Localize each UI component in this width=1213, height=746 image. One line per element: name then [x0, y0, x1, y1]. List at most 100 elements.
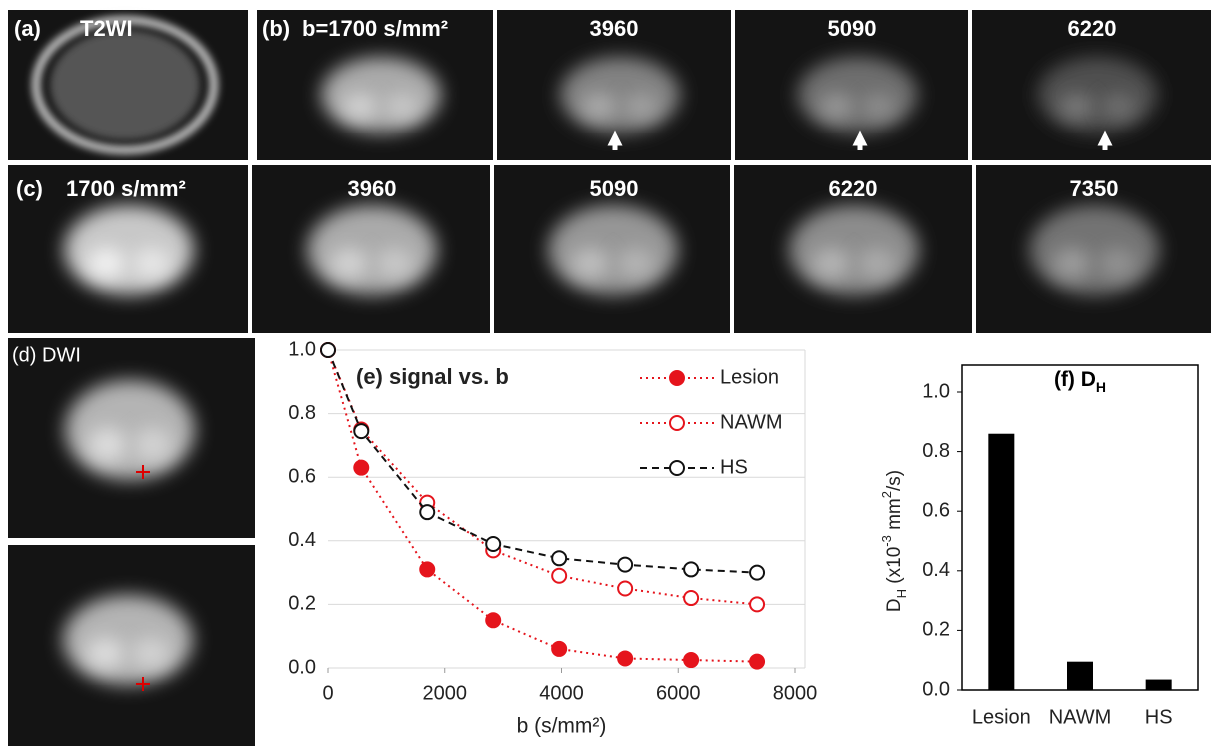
anatomy: [63, 595, 193, 685]
anatomy: [857, 247, 897, 280]
y-tick-label: 1.0: [288, 338, 316, 360]
y-tick-label: 0.4: [922, 559, 950, 581]
y-label-part: mm: [884, 498, 905, 535]
y-tick-label: 0.0: [288, 656, 316, 678]
legend-marker: [669, 460, 685, 476]
b-value-label: 3960: [348, 176, 397, 201]
anatomy: [87, 427, 127, 463]
data-point: [683, 590, 700, 607]
anatomy: [85, 637, 125, 670]
anatomy: [548, 205, 678, 295]
y-tick-label: 1.0: [922, 380, 950, 402]
anatomy: [1097, 247, 1137, 280]
charts: 0.0 0.2 0.4 0.6 0.8 1.0 0 2000 4000 6000 8000 (e) s…: [265, 338, 1199, 746]
y-tick-label: 0.2: [922, 619, 950, 641]
y-label-part: /s): [884, 470, 905, 491]
bar: [1145, 679, 1172, 690]
y-tick-label: 0.8: [922, 440, 950, 462]
b-value-label: b=1700 s/mm²: [302, 16, 448, 41]
anatomy: [342, 93, 378, 120]
data-point: [749, 596, 766, 613]
title-text: (f) D: [1054, 368, 1096, 391]
anatomy: [307, 205, 437, 295]
data-point: [551, 550, 568, 567]
y-tick-label: 0.4: [288, 529, 316, 551]
anatomy: [616, 247, 656, 280]
b-value-label: 7350: [1070, 176, 1119, 201]
data-point: [353, 423, 370, 440]
data-point: [485, 535, 502, 552]
data-point: [617, 580, 634, 597]
chart-background: [265, 338, 850, 746]
anatomy: [86, 247, 126, 280]
data-point: [551, 567, 568, 584]
data-point: [419, 561, 436, 578]
bar: [988, 433, 1015, 690]
anatomy: [1100, 93, 1137, 120]
anatomy: [50, 30, 200, 140]
chart-title: (e) signal vs. b: [356, 364, 509, 389]
anatomy: [818, 93, 855, 120]
legend-marker: [669, 370, 685, 386]
y-label-part: -3: [879, 535, 894, 547]
x-tick-label: NAWM: [1049, 706, 1112, 728]
x-tick-label: 2000: [423, 682, 468, 704]
anatomy: [375, 247, 415, 280]
legend-label: Lesion: [720, 366, 779, 388]
anatomy: [860, 93, 897, 120]
anatomy: [623, 93, 659, 120]
data-point: [749, 653, 766, 670]
anatomy: [321, 57, 441, 133]
panel-label: (d) DWI: [12, 344, 81, 366]
y-tick-label: 0.6: [288, 465, 316, 487]
anatomy: [1029, 205, 1160, 295]
anatomy: [789, 205, 919, 295]
x-tick-label: 6000: [656, 682, 701, 704]
anatomy: [1052, 247, 1092, 280]
chart-title: (f) DH: [1054, 368, 1106, 395]
anatomy: [811, 247, 851, 280]
anatomy: [797, 57, 918, 133]
data-point: [551, 640, 568, 657]
y-tick-label: 0.2: [288, 593, 316, 615]
anatomy: [65, 380, 195, 480]
data-point: [683, 652, 700, 669]
anatomy: [1058, 93, 1095, 120]
panel-label: (b): [262, 16, 290, 41]
anatomy: [132, 247, 172, 280]
legend-label: NAWM: [720, 411, 783, 433]
b-value-label: 6220: [1068, 16, 1117, 41]
data-point: [485, 612, 502, 629]
y-label-part: H: [894, 589, 909, 598]
b-value-label: 1700 s/mm²: [66, 176, 186, 201]
x-tick-label: HS: [1145, 706, 1173, 728]
data-point: [617, 650, 634, 667]
anatomy: [32, 16, 218, 154]
y-tick-label: 0.8: [288, 402, 316, 424]
y-axis-label: DH (x10-3 mm2/s): [879, 470, 909, 612]
y-label-part: D: [884, 598, 905, 612]
legend-marker: [669, 415, 685, 431]
data-point: [617, 556, 634, 573]
anatomy: [560, 57, 680, 133]
mri-images: [8, 10, 1211, 746]
anatomy: [64, 205, 194, 295]
x-tick-label: 0: [322, 682, 333, 704]
data-point: [683, 561, 700, 578]
x-axis-label: b (s/mm²): [517, 715, 607, 738]
bar: [1067, 661, 1093, 690]
b-value-label: 6220: [829, 176, 878, 201]
panel-title: T2WI: [80, 16, 133, 41]
x-tick-label: 4000: [539, 682, 584, 704]
anatomy: [131, 637, 171, 670]
anatomy: [329, 247, 369, 280]
y-label-part: (x10: [884, 547, 905, 589]
legend-label: HS: [720, 456, 748, 478]
x-tick-label: Lesion: [972, 706, 1031, 728]
title-subscript: H: [1096, 379, 1106, 395]
data-point: [320, 342, 336, 358]
anatomy: [570, 247, 610, 280]
x-tick-label: 8000: [773, 682, 818, 704]
b-value-label: 3960: [590, 16, 639, 41]
